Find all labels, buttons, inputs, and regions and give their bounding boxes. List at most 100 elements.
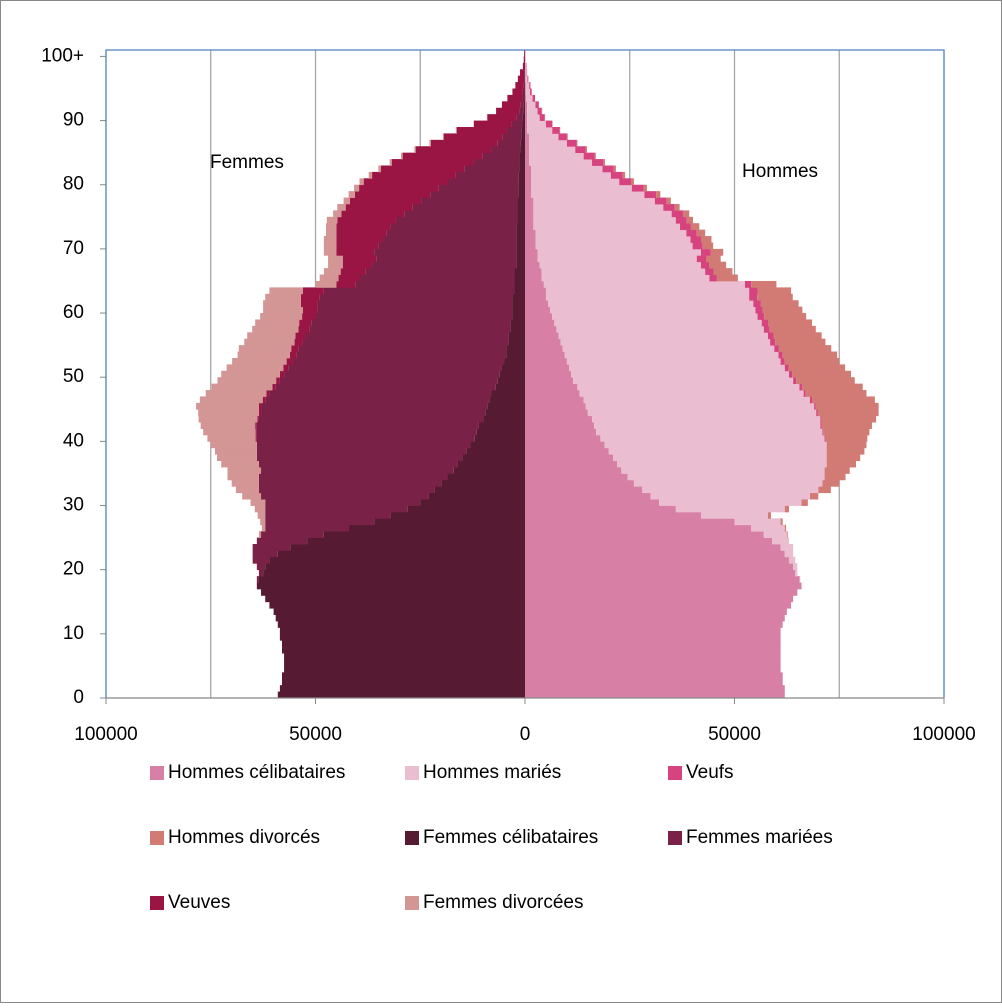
bar bbox=[343, 255, 377, 262]
bar bbox=[525, 262, 540, 269]
bar bbox=[259, 409, 261, 416]
bar bbox=[753, 300, 761, 307]
bar bbox=[525, 377, 573, 384]
bar bbox=[416, 146, 491, 153]
bar bbox=[796, 377, 855, 384]
bar bbox=[253, 544, 291, 551]
bar bbox=[508, 339, 525, 346]
bar bbox=[372, 172, 456, 179]
bar bbox=[473, 159, 519, 166]
bar bbox=[823, 429, 869, 436]
bar bbox=[525, 544, 781, 551]
bar bbox=[260, 313, 302, 320]
bar bbox=[299, 319, 311, 326]
bar bbox=[535, 101, 538, 108]
bar bbox=[773, 332, 821, 339]
bar bbox=[523, 114, 525, 121]
bar bbox=[573, 377, 793, 384]
bar bbox=[515, 287, 525, 294]
bar bbox=[758, 313, 765, 320]
bar bbox=[802, 384, 863, 391]
bar bbox=[525, 672, 783, 679]
bar bbox=[525, 448, 609, 455]
bar bbox=[525, 685, 785, 692]
bar bbox=[525, 108, 527, 115]
bar bbox=[262, 525, 265, 532]
bar bbox=[201, 422, 255, 429]
bar bbox=[344, 198, 350, 205]
bar bbox=[656, 191, 660, 198]
bar bbox=[327, 217, 337, 224]
bar bbox=[349, 525, 525, 532]
bar bbox=[441, 480, 525, 487]
bar bbox=[261, 589, 525, 596]
bar bbox=[717, 275, 738, 282]
bar bbox=[571, 371, 789, 378]
bar bbox=[531, 178, 619, 185]
bar bbox=[525, 230, 535, 237]
bar bbox=[538, 108, 542, 115]
bar bbox=[795, 570, 797, 577]
bar bbox=[280, 627, 525, 634]
bar bbox=[603, 159, 605, 166]
bar bbox=[454, 467, 525, 474]
bar bbox=[430, 191, 518, 198]
bar bbox=[676, 217, 687, 224]
bar bbox=[525, 326, 556, 333]
bar bbox=[827, 441, 867, 448]
bar bbox=[443, 133, 444, 140]
bar bbox=[595, 153, 596, 160]
bar bbox=[396, 217, 518, 224]
bar bbox=[378, 242, 516, 249]
bar bbox=[420, 499, 525, 506]
bar bbox=[465, 165, 519, 172]
bar bbox=[521, 133, 525, 140]
bar bbox=[487, 114, 516, 121]
bar bbox=[435, 486, 525, 493]
bar bbox=[586, 146, 587, 153]
bar bbox=[525, 409, 588, 416]
bar bbox=[525, 121, 527, 128]
bar bbox=[789, 371, 792, 378]
bar bbox=[527, 121, 546, 128]
bar bbox=[510, 319, 525, 326]
bar bbox=[295, 339, 303, 346]
bar bbox=[820, 422, 821, 429]
bar bbox=[242, 493, 261, 500]
bar bbox=[295, 332, 305, 339]
bar bbox=[655, 198, 667, 205]
bar bbox=[525, 242, 535, 249]
bar bbox=[228, 467, 262, 474]
bar bbox=[523, 88, 524, 95]
bar bbox=[326, 230, 336, 237]
bar bbox=[825, 435, 867, 442]
bar bbox=[297, 352, 507, 359]
bar bbox=[521, 101, 524, 108]
bar bbox=[255, 319, 299, 326]
bar bbox=[525, 429, 596, 436]
bar bbox=[369, 172, 372, 179]
bar bbox=[258, 512, 266, 519]
bar bbox=[531, 165, 602, 172]
bar bbox=[324, 268, 341, 275]
bar bbox=[522, 121, 525, 128]
bar bbox=[316, 313, 513, 320]
bar bbox=[359, 185, 439, 192]
bar bbox=[538, 255, 697, 262]
bar bbox=[525, 416, 592, 423]
bar bbox=[676, 506, 785, 513]
legend-label: Femmes célibataires bbox=[423, 827, 598, 848]
bar bbox=[517, 210, 525, 217]
bar bbox=[525, 435, 600, 442]
bar bbox=[349, 191, 355, 198]
x-tick-label: 100000 bbox=[912, 724, 975, 745]
bar bbox=[487, 403, 525, 410]
bar bbox=[531, 172, 611, 179]
bar bbox=[259, 461, 458, 468]
bar bbox=[525, 634, 781, 641]
bar bbox=[280, 371, 284, 378]
bar bbox=[259, 531, 261, 538]
bar bbox=[263, 300, 301, 307]
bar bbox=[531, 191, 644, 198]
